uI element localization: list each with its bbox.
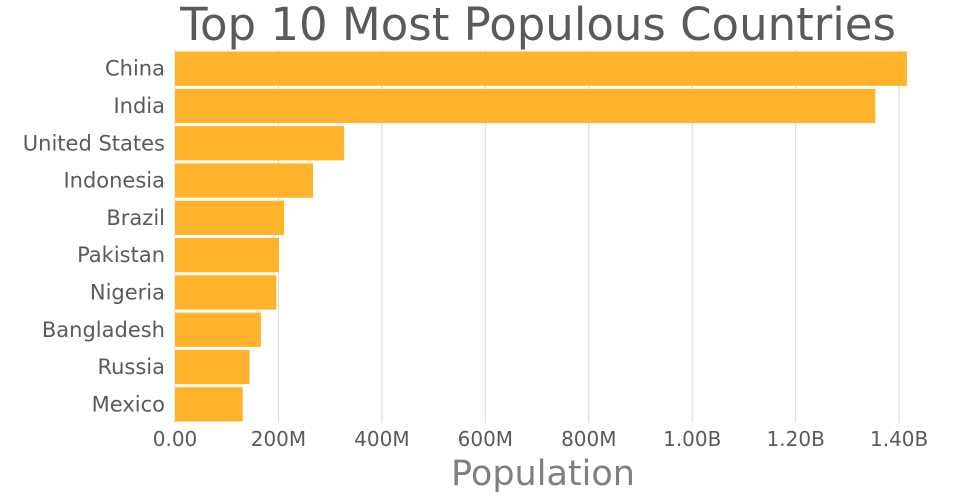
bar [175,88,876,124]
category-label: India [113,94,165,118]
bar [175,237,279,273]
bar [175,275,277,310]
bar [175,312,261,347]
category-label: Pakistan [77,243,165,267]
bars [175,51,907,422]
category-label: Nigeria [90,280,165,304]
x-tick-label: 1.00B [663,427,721,451]
bar [175,349,250,385]
x-tick-label: 1.40B [870,427,928,451]
category-label: Russia [97,355,165,379]
x-tick-label: 0.00 [153,427,198,451]
category-label: United States [23,131,165,155]
x-tick-label: 400M [354,427,409,451]
bar [175,387,243,422]
x-tick-label: 200M [251,427,306,451]
x-tick-label: 800M [561,427,616,451]
x-tick-label: 1.20B [767,427,825,451]
category-label: Mexico [92,392,165,416]
category-labels: China India United States Indonesia Brazil Pa… [23,57,165,417]
bar [175,51,907,86]
category-label: Brazil [106,206,165,230]
x-axis-title: Population [451,454,635,494]
category-label: Bangladesh [42,318,165,342]
category-label: China [105,57,165,81]
x-tick-label: 600M [458,427,513,451]
bar [175,126,345,161]
chart-title: Top 10 Most Populous Countries [179,0,896,51]
bar [175,200,285,236]
x-tick-labels: 0.00 200M 400M 600M 800M 1.00B 1.20B 1.40B [153,427,929,451]
bar [175,163,314,198]
category-label: Indonesia [63,169,165,193]
